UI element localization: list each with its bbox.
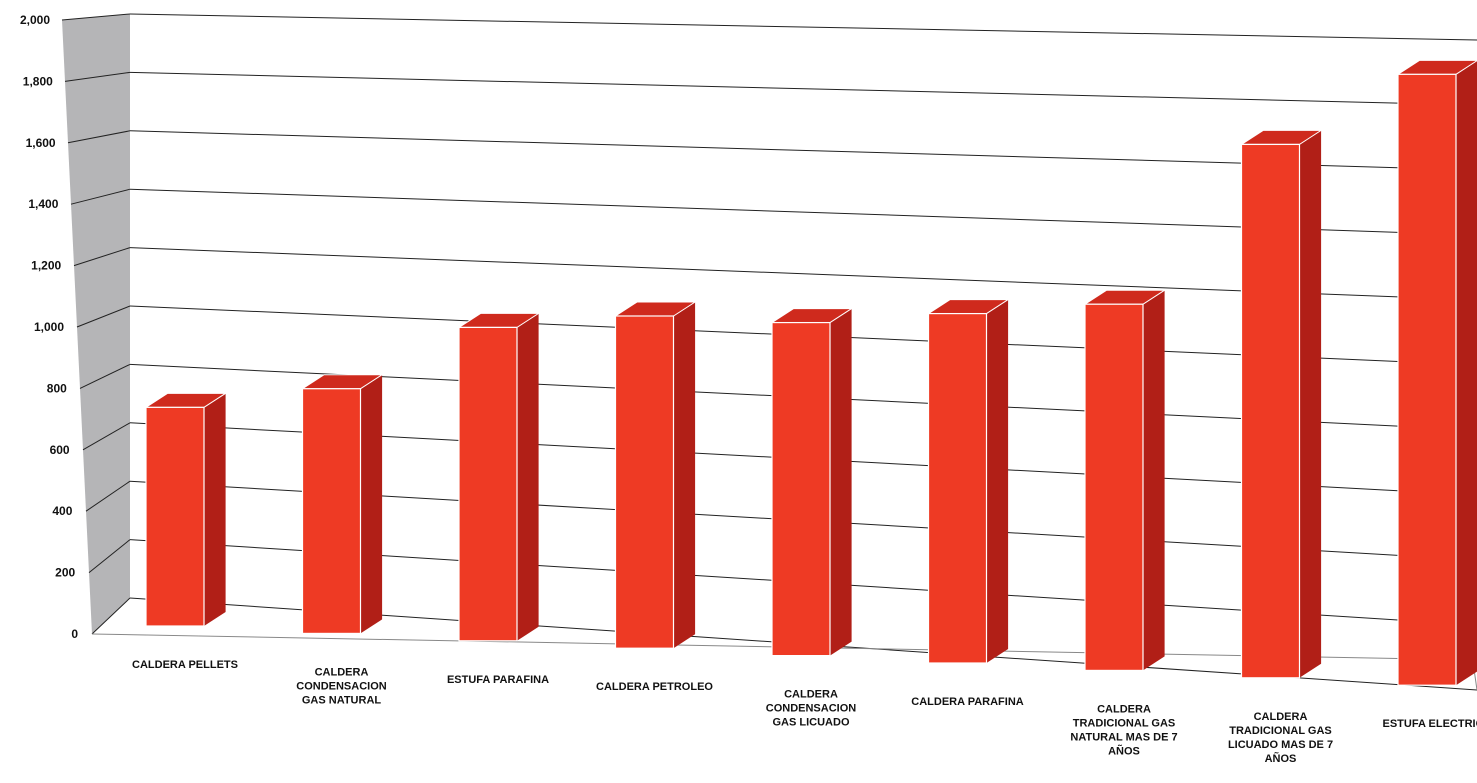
bar-side [986, 299, 1009, 663]
x-tick-label-line: CALDERA PETROLEO [596, 681, 713, 693]
gridline-wall [85, 480, 131, 512]
back-wall [62, 14, 130, 634]
y-tick-label: 1,600 [26, 136, 56, 150]
y-tick-label: 2,000 [20, 13, 50, 27]
x-tick-label-line: GAS LICUADO [773, 717, 850, 729]
x-tick-label-line: GAS NATURAL [302, 694, 382, 706]
gridline [129, 13, 1477, 41]
x-tick-label-line: ESTUFA ELECTRICA [1383, 718, 1477, 730]
y-tick-label: 1,000 [34, 320, 64, 334]
bar-side [1143, 290, 1165, 671]
x-tick-label-line: CALDERA [1254, 711, 1308, 723]
bar-side [830, 308, 852, 656]
x-tick-label-line: CONDENSACION [766, 703, 857, 715]
gridline-wall [79, 363, 131, 389]
x-tick-label-line: ESTUFA PARAFINA [447, 674, 549, 686]
gridline-wall [70, 188, 131, 205]
bar [145, 406, 205, 627]
bar-side [673, 301, 696, 649]
x-tick-label-line: LICUADO MAS DE 7 [1228, 739, 1333, 751]
bar [614, 315, 675, 649]
bar [1240, 143, 1301, 679]
bar [301, 388, 362, 634]
x-tick-label-line: TRADICIONAL GAS [1229, 725, 1331, 737]
x-tick-label: CALDERA CONDENSACION GAS NATURAL [296, 666, 387, 706]
y-tick-label: 1,400 [28, 197, 58, 211]
x-tick-label-line: CONDENSACION [296, 680, 387, 692]
x-tick-label-line: AÑOS [1265, 752, 1297, 765]
y-tick-label: 600 [50, 443, 70, 457]
y-tick-label: 200 [55, 566, 75, 580]
gridline-wall [88, 539, 131, 573]
x-tick-label-line: NATURAL MAS DE 7 [1070, 731, 1177, 743]
x-tick-label-line: CALDERA [315, 666, 369, 678]
x-tick-label: CALDERA PARAFINA [911, 696, 1023, 708]
x-tick-label: ESTUFA ELECTRICA [1383, 718, 1477, 730]
bar [771, 321, 831, 657]
bar-side [360, 374, 383, 634]
y-tick-label: 800 [47, 381, 67, 395]
bar [458, 326, 518, 642]
bar [1084, 303, 1144, 671]
gridline-wall [82, 422, 131, 451]
gridline-wall [64, 71, 131, 82]
bar-side [517, 313, 539, 641]
y-axis-ticks: 0 200 400 600 800 1,000 1,200 1,400 1,600 1,800 2,… [20, 13, 78, 641]
x-axis-ticks: CALDERA PELLETS CALDERA CONDENSACION GAS NA… [132, 659, 1477, 765]
bar-side [1299, 130, 1322, 678]
x-tick-label: CALDERA PETROLEO [596, 681, 713, 693]
x-tick-label: CALDERA CONDENSACION GAS LICUADO [766, 689, 857, 729]
back-wall-panel [62, 14, 130, 634]
x-tick-label-line: AÑOS [1108, 744, 1140, 757]
bar-side [1456, 60, 1477, 686]
x-tick-label: ESTUFA PARAFINA [447, 674, 549, 686]
gridline-wall [76, 305, 131, 328]
x-tick-label: CALDERA PELLETS [132, 659, 238, 671]
x-tick-label-line: CALDERA PARAFINA [911, 696, 1023, 708]
gridline-wall [67, 130, 131, 144]
y-tick-label: 400 [52, 504, 72, 518]
bar [1397, 73, 1457, 686]
x-tick-label-line: CALDERA PELLETS [132, 659, 238, 671]
gridline-wall [61, 13, 131, 21]
y-tick-label: 1,200 [31, 259, 61, 273]
x-tick-label: CALDERA TRADICIONAL GAS NATURAL MAS DE 7 AÑ… [1070, 703, 1177, 757]
gridline-wall [91, 597, 131, 635]
x-tick-label-line: CALDERA [784, 689, 838, 701]
y-tick-label: 0 [71, 627, 78, 641]
gridline-wall [73, 247, 131, 267]
gridline [129, 71, 1477, 106]
x-tick-label: CALDERA TRADICIONAL GAS LICUADO MAS DE 7 AÑ… [1228, 711, 1333, 765]
x-tick-label-line: TRADICIONAL GAS [1073, 717, 1175, 729]
bars [144, 59, 1477, 686]
x-tick-label-line: CALDERA [1097, 703, 1151, 715]
bar [927, 312, 988, 664]
y-tick-label: 1,800 [23, 74, 53, 88]
bar-side [204, 393, 226, 626]
